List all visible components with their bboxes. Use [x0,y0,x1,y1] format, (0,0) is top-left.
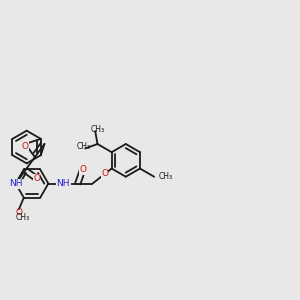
Text: CH₃: CH₃ [91,125,105,134]
Text: O: O [33,174,40,183]
Text: NH: NH [57,179,70,188]
Text: NH: NH [10,179,23,188]
Text: CH₃: CH₃ [76,142,91,151]
Text: O: O [79,165,86,174]
Text: CH₃: CH₃ [159,172,173,181]
Text: O: O [15,208,22,217]
Text: CH₃: CH₃ [15,213,30,222]
Text: O: O [21,142,28,151]
Text: O: O [101,169,108,178]
